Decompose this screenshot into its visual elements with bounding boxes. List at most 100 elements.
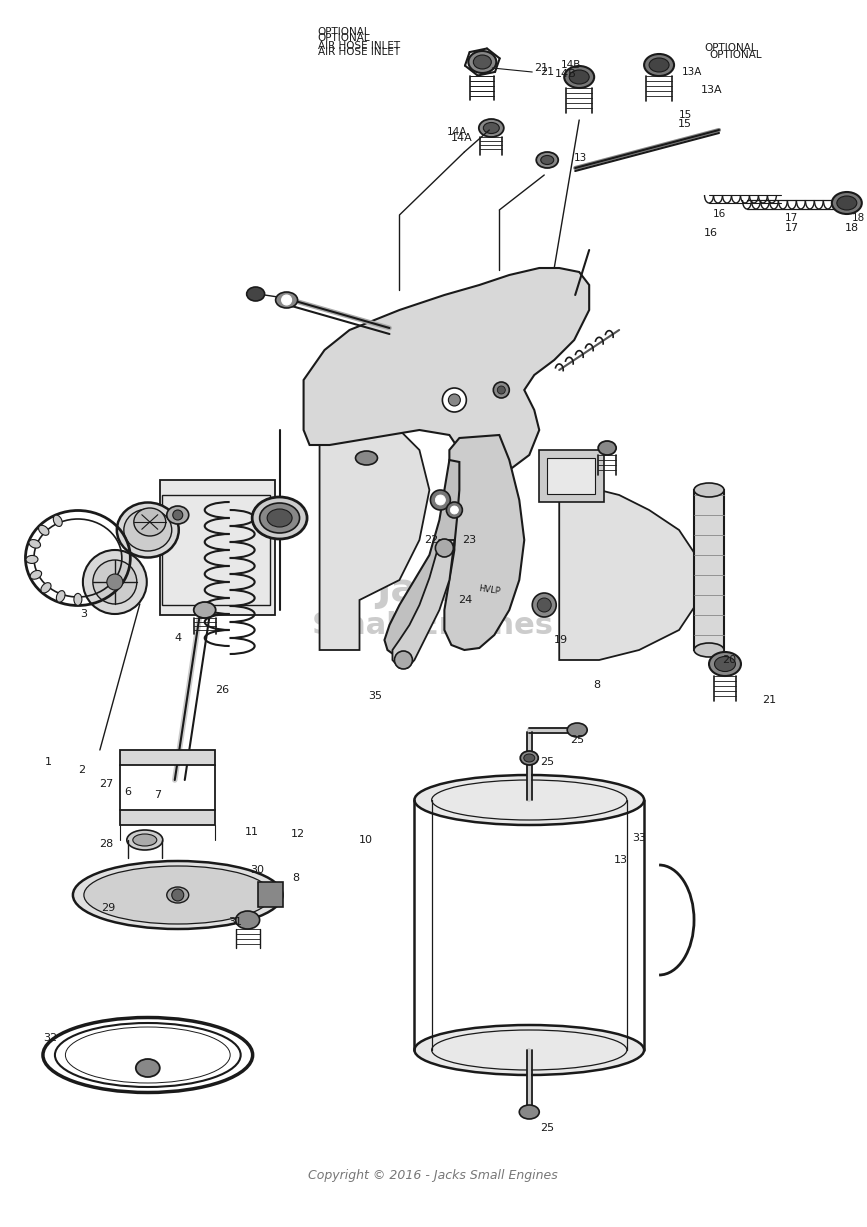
Polygon shape [445, 436, 525, 650]
Text: OPTIONAL: OPTIONAL [317, 27, 370, 37]
Text: 11: 11 [244, 827, 258, 837]
Ellipse shape [38, 525, 49, 535]
Circle shape [442, 388, 466, 412]
Text: 20: 20 [722, 655, 736, 665]
Polygon shape [559, 480, 699, 660]
Circle shape [83, 550, 147, 614]
Bar [162, 494, 270, 605]
Text: 25: 25 [570, 735, 584, 745]
Text: Copyright © 2016 - Jacks Small Engines: Copyright © 2016 - Jacks Small Engines [308, 1168, 557, 1182]
Circle shape [435, 539, 453, 557]
Text: 29: 29 [101, 903, 115, 913]
Circle shape [172, 890, 184, 901]
Text: 26: 26 [215, 685, 229, 694]
Text: 21: 21 [534, 63, 548, 72]
Ellipse shape [714, 656, 735, 671]
Circle shape [435, 494, 446, 506]
Ellipse shape [709, 652, 741, 676]
Text: HVLP: HVLP [478, 584, 501, 596]
Text: 35: 35 [368, 691, 382, 701]
Text: 2: 2 [78, 764, 86, 775]
Ellipse shape [73, 861, 283, 929]
Bar [547, 458, 595, 494]
Ellipse shape [570, 70, 590, 83]
Circle shape [430, 490, 450, 510]
Ellipse shape [236, 910, 259, 929]
Ellipse shape [520, 751, 538, 764]
Ellipse shape [598, 440, 616, 455]
Ellipse shape [124, 509, 172, 551]
Ellipse shape [479, 119, 504, 137]
Ellipse shape [56, 590, 65, 602]
Ellipse shape [837, 196, 857, 210]
Text: 13: 13 [574, 153, 588, 163]
Ellipse shape [117, 503, 179, 557]
Circle shape [498, 387, 505, 394]
Ellipse shape [134, 508, 166, 536]
Bar [160, 480, 275, 615]
Text: 10: 10 [358, 836, 373, 845]
Text: 17: 17 [786, 213, 799, 223]
Text: 14A: 14A [451, 133, 473, 144]
Text: Jacks: Jacks [376, 571, 489, 609]
Text: 14A: 14A [447, 128, 467, 137]
Ellipse shape [468, 52, 496, 72]
Text: 13: 13 [614, 855, 628, 865]
Ellipse shape [53, 515, 62, 526]
Ellipse shape [355, 452, 377, 465]
Text: 12: 12 [290, 829, 304, 839]
Text: 14B: 14B [561, 60, 582, 70]
Text: 22: 22 [424, 535, 439, 545]
Circle shape [173, 510, 183, 520]
Ellipse shape [831, 191, 862, 213]
Ellipse shape [483, 123, 499, 134]
Text: 21: 21 [762, 694, 776, 706]
Text: 21: 21 [540, 67, 554, 77]
Ellipse shape [193, 602, 216, 618]
Text: OPTIONAL: OPTIONAL [317, 33, 370, 43]
Text: 18: 18 [852, 213, 865, 223]
Circle shape [532, 593, 557, 617]
Text: 24: 24 [459, 595, 473, 605]
Ellipse shape [564, 66, 594, 88]
Text: 18: 18 [844, 223, 859, 233]
Ellipse shape [259, 503, 300, 533]
Ellipse shape [694, 643, 724, 656]
Text: 17: 17 [785, 223, 799, 233]
Polygon shape [320, 390, 429, 650]
Circle shape [107, 574, 123, 590]
Ellipse shape [166, 887, 189, 903]
Ellipse shape [166, 506, 189, 524]
Bar [539, 450, 604, 502]
Ellipse shape [276, 292, 297, 308]
Ellipse shape [127, 829, 163, 850]
Polygon shape [303, 267, 590, 475]
Bar [120, 810, 215, 825]
Circle shape [394, 652, 413, 669]
Ellipse shape [246, 287, 264, 301]
Text: 27: 27 [99, 779, 113, 789]
Text: 23: 23 [462, 535, 476, 545]
Ellipse shape [473, 55, 492, 69]
Text: 3: 3 [81, 609, 88, 618]
Text: 16: 16 [704, 228, 718, 238]
Ellipse shape [644, 54, 674, 76]
Ellipse shape [567, 723, 587, 737]
Text: 8: 8 [292, 872, 299, 883]
Ellipse shape [252, 497, 307, 539]
Text: 15: 15 [679, 110, 692, 120]
Text: 28: 28 [99, 839, 113, 849]
Circle shape [282, 294, 291, 306]
Text: AIR HOSE INLET: AIR HOSE INLET [317, 40, 400, 52]
Text: 32: 32 [42, 1033, 57, 1043]
Text: 30: 30 [251, 865, 264, 875]
Text: OPTIONAL: OPTIONAL [704, 43, 757, 53]
Text: 14B: 14B [554, 69, 576, 79]
Ellipse shape [519, 1106, 539, 1119]
Text: 19: 19 [554, 636, 568, 645]
Text: OPTIONAL: OPTIONAL [709, 50, 761, 60]
Ellipse shape [541, 156, 554, 164]
Polygon shape [393, 540, 454, 667]
Circle shape [493, 382, 509, 398]
Circle shape [447, 502, 462, 518]
